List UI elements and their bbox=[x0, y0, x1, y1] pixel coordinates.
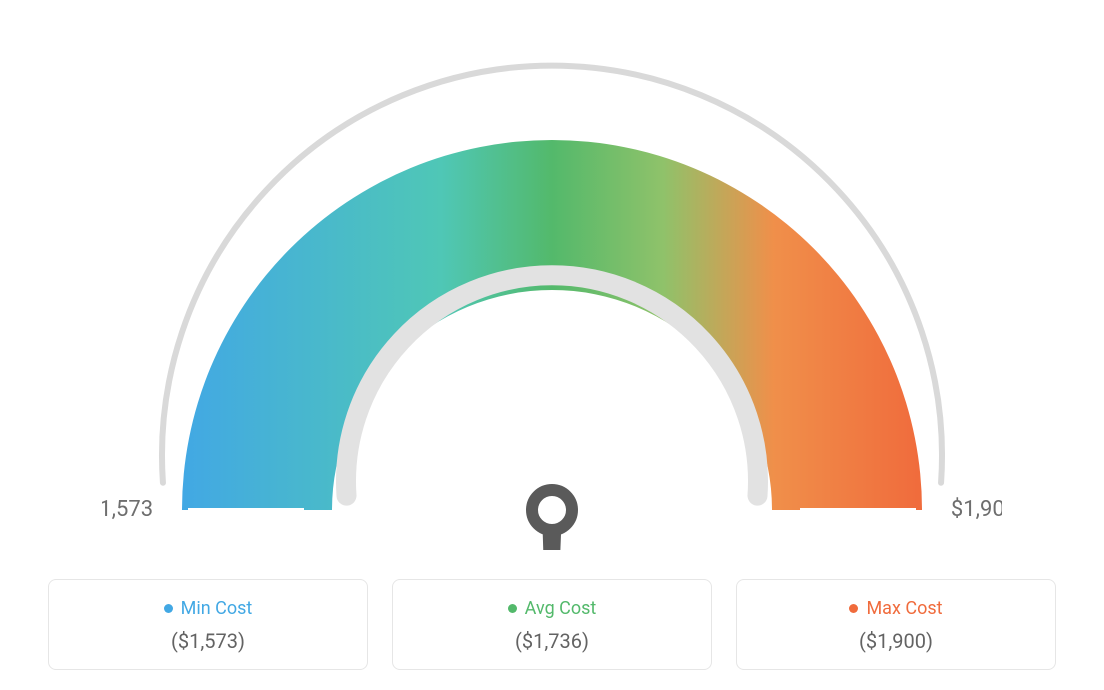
min-dot-icon bbox=[164, 604, 173, 613]
avg-cost-label-text: Avg Cost bbox=[525, 598, 597, 619]
max-cost-card: Max Cost ($1,900) bbox=[736, 579, 1056, 670]
max-cost-label: Max Cost bbox=[849, 598, 942, 619]
min-cost-card: Min Cost ($1,573) bbox=[48, 579, 368, 670]
max-cost-label-text: Max Cost bbox=[866, 598, 942, 619]
avg-cost-value: ($1,736) bbox=[393, 629, 711, 653]
min-cost-label: Min Cost bbox=[164, 598, 253, 619]
min-cost-value: ($1,573) bbox=[49, 629, 367, 653]
avg-dot-icon bbox=[508, 604, 517, 613]
avg-cost-card: Avg Cost ($1,736) bbox=[392, 579, 712, 670]
svg-text:$1,573: $1,573 bbox=[102, 497, 153, 522]
cost-gauge: $1,573$1,614$1,655$1,736$1,791$1,846$1,9… bbox=[102, 30, 1002, 550]
legend-cards: Min Cost ($1,573) Avg Cost ($1,736) Max … bbox=[48, 579, 1056, 670]
min-cost-label-text: Min Cost bbox=[181, 598, 253, 619]
max-cost-value: ($1,900) bbox=[737, 629, 1055, 653]
gauge-svg: $1,573$1,614$1,655$1,736$1,791$1,846$1,9… bbox=[102, 30, 1002, 550]
svg-text:$1,900: $1,900 bbox=[951, 497, 1002, 522]
avg-cost-label: Avg Cost bbox=[508, 598, 597, 619]
max-dot-icon bbox=[849, 604, 858, 613]
